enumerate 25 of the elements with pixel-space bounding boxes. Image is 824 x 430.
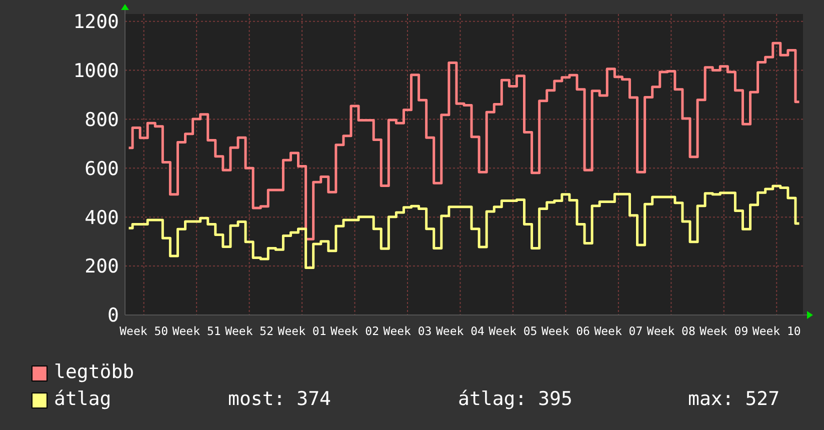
- x-tick-label: Week 01: [278, 324, 326, 338]
- text: átlag: 395: [458, 388, 572, 410]
- y-tick-label: 200: [84, 256, 119, 278]
- x-tick-label: Week 51: [172, 324, 221, 338]
- y-tick-label: 800: [84, 108, 119, 131]
- x-tick-label: Week 09: [700, 324, 748, 338]
- x-tick-label: Week 52: [225, 324, 274, 338]
- y-tick-label: 400: [84, 206, 119, 229]
- y-tick-label: 600: [84, 158, 119, 180]
- x-tick-label: Week 06: [541, 324, 590, 338]
- y-tick-label: 1200: [73, 10, 119, 33]
- x-tick-label: Week 02: [330, 324, 379, 338]
- x-tick-label: Week 10: [752, 324, 801, 338]
- x-tick-label: Week 07: [594, 324, 643, 338]
- text: max: 527: [688, 388, 780, 410]
- text: most: 374: [228, 388, 331, 410]
- legend-label: legtöbb: [54, 361, 134, 383]
- x-tick-label: Week 04: [436, 324, 485, 338]
- x-tick-label: Week 08: [646, 324, 696, 338]
- x-tick-label: Week 50: [120, 324, 168, 338]
- x-tick-label: Week 03: [383, 324, 432, 338]
- legend-label: átlag: [54, 388, 112, 410]
- y-tick-label: 0: [108, 304, 119, 327]
- x-tick-label: Week 05: [488, 324, 538, 338]
- y-tick-label: 1000: [73, 60, 119, 82]
